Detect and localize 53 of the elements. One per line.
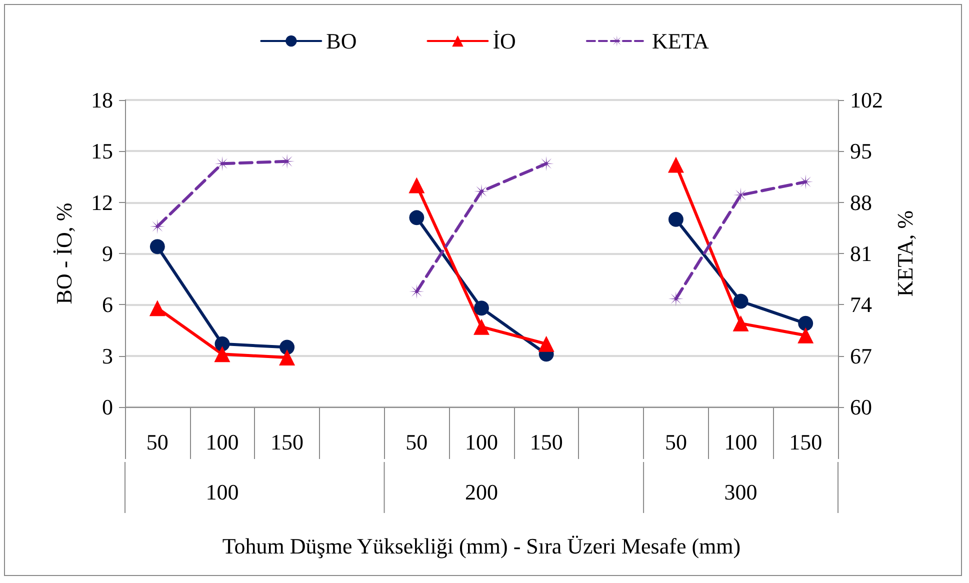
y2-tick-label: 95: [850, 138, 872, 164]
y-tick-label: 12: [91, 190, 113, 215]
x-tick-label: 50: [146, 430, 168, 454]
legend-label: BO: [326, 28, 357, 54]
point: [798, 316, 814, 331]
y-tick-label: 15: [91, 138, 113, 164]
point: [409, 210, 424, 226]
y2-tick-label: 60: [850, 394, 872, 420]
y-tick-label: 0: [102, 394, 113, 420]
x-tick-label: 50: [664, 430, 687, 454]
y-tick-label: 6: [102, 292, 113, 318]
point: [538, 336, 554, 352]
point: [150, 218, 165, 234]
legend-label: KETA: [652, 28, 709, 54]
x-tick-label: 50: [406, 430, 428, 454]
text: 200: [465, 480, 498, 504]
point: [280, 340, 295, 355]
point: [214, 336, 230, 352]
point: [733, 294, 748, 309]
y2-axis-title: KETA, %: [892, 210, 918, 297]
y2-tick-label: 74: [850, 292, 872, 318]
text: 300: [724, 480, 758, 504]
y2-tick-label: 67: [850, 343, 872, 368]
x-axis-title: Tohum Düşme Yüksekliği (mm) - Sıra Üzeri Mesafe (mm): [222, 534, 741, 558]
y2-tick-label: 102: [850, 88, 883, 112]
point: [214, 346, 230, 362]
point: [798, 327, 814, 344]
y-axis-title: BO - İO, %: [52, 202, 76, 304]
point: [408, 177, 425, 194]
point: [150, 239, 165, 254]
x-tick-label: 150: [789, 430, 822, 454]
y-tick-label: 9: [102, 241, 113, 266]
point: [668, 156, 684, 173]
y2-tick-label: 88: [850, 190, 872, 215]
x-tick-label: 100: [206, 430, 239, 454]
x-tick-label: 150: [530, 430, 563, 454]
point: [668, 212, 684, 227]
x-tick-label: 150: [270, 430, 304, 454]
point: [279, 350, 296, 366]
text: 100: [206, 480, 239, 504]
y2-tick-label: 81: [850, 241, 872, 266]
x-tick-label: 100: [465, 430, 498, 454]
point: [474, 300, 489, 316]
point: [538, 156, 554, 172]
y-tick-label: 18: [91, 88, 113, 112]
point: [798, 174, 814, 190]
point: [474, 318, 490, 335]
legend-label: İO: [492, 28, 516, 54]
point: [280, 154, 295, 169]
y-tick-label: 3: [102, 343, 113, 368]
point: [149, 300, 166, 316]
point: [732, 315, 749, 332]
x-tick-label: 100: [724, 430, 758, 454]
